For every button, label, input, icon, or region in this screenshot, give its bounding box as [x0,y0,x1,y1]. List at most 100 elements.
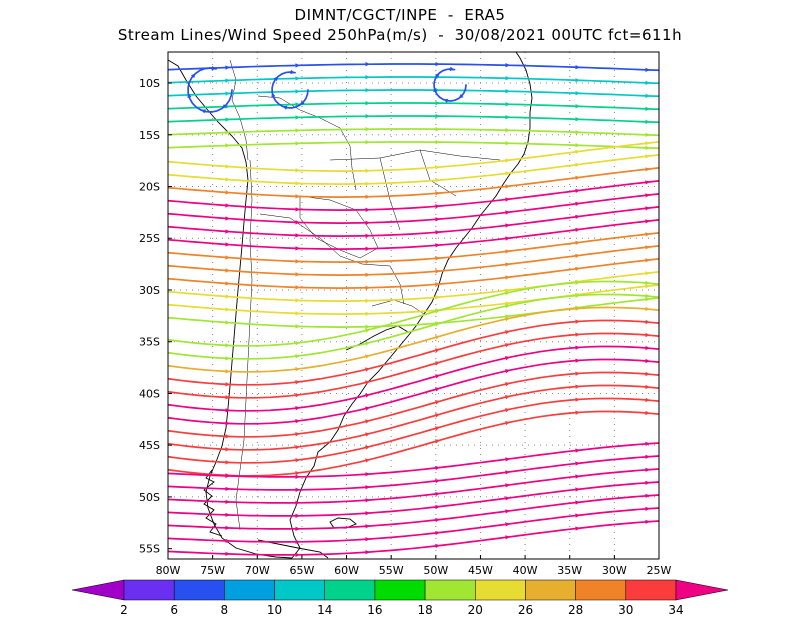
streamline-arrow [505,522,510,527]
colorbar-box [475,579,526,601]
streamline-arrow [295,458,300,463]
streamline-arrow [575,513,580,518]
streamline-arrow [225,242,230,247]
streamline-arrow [273,76,279,82]
streamline-arrow [295,298,300,303]
streamline-arrow [225,294,230,299]
streamline-arrow [435,178,440,183]
streamline [168,102,659,111]
streamline-arrow [225,434,230,439]
streamline-arrow [505,89,510,94]
border-paraguay [299,195,379,259]
streamline-arrow [505,509,510,514]
streamline-arrow [645,467,650,473]
streamline-arrow [505,457,510,462]
streamline-arrow [435,100,440,106]
lat-tick-label: 40S [139,387,160,400]
streamline-arrow [365,458,370,463]
streamline-arrow [365,432,370,437]
streamline [168,154,659,185]
streamline-arrow [505,262,510,267]
streamline [168,442,659,478]
streamline-arrow [365,367,370,372]
streamline [168,76,659,85]
streamline-arrow [575,266,580,272]
streamline-arrow [295,63,300,68]
streamline [168,520,659,556]
streamline-arrow [365,393,370,398]
colorbar [71,579,729,601]
colorbar-box [525,579,576,601]
lon-tick-label: 40W [513,564,538,577]
streamline-arrow [295,181,300,186]
streamline-arrow [225,421,230,426]
streamline-arrow [505,535,510,540]
streamline-arrow [225,408,230,413]
streamline-arrow [645,319,650,325]
streamline-arrow [575,78,580,83]
streamline-arrow [645,206,650,211]
streamline-arrow [225,255,230,260]
streamline-arrow [505,470,510,475]
streamline-arrow [645,441,650,447]
streamline-arrow [225,447,230,452]
streamline [168,397,659,464]
colorbar-tick-label: 6 [170,603,178,617]
streamline-arrow [645,332,650,338]
streamline-arrow [645,180,650,185]
streamline-arrow [295,354,300,359]
streamline-arrow [200,109,206,114]
streamline [168,494,659,530]
streamline-arrow [225,91,230,96]
map-background [168,52,659,559]
coastline-south-america-east [289,52,533,559]
colorbar-tick-label: 28 [568,603,583,617]
streamline-arrow [645,293,650,299]
streamline-arrow [645,345,650,351]
streamline-arrow [365,354,370,359]
colorbar-tick-label: 20 [468,603,483,617]
streamline [168,345,659,412]
lat-tick-label: 25S [139,232,160,245]
streamline-arrow [435,269,440,274]
lon-tick-label: 25W [647,564,672,577]
streamline-arrow [645,297,650,302]
streamline-arrow [435,543,440,549]
colorbar-box [324,579,376,601]
streamline-arrow [282,105,288,110]
streamline-arrow [365,233,370,238]
streamline-arrow [435,361,440,366]
lon-tick-label: 35W [557,564,582,577]
streamline-arrow [225,203,230,208]
streamline-arrow [505,356,510,361]
colorbar-tick-label: 34 [668,603,683,617]
streamline-arrow [575,280,580,285]
map-frame [167,51,660,560]
streamline-arrow [645,306,650,312]
streamline-arrow [295,246,300,251]
streamline-arrow [190,73,196,79]
streamline-arrow [505,317,510,322]
streamline-arrow [645,454,650,460]
streamline-arrow [575,358,580,363]
streamline-arrow [575,526,580,531]
streamline-arrow [435,478,440,484]
colorbar-tick-label: 30 [618,603,633,617]
streamline-arrow [645,358,650,364]
streamline-arrow [295,432,300,437]
streamline-arrow [435,256,440,261]
streamline-arrow [645,519,650,525]
streamline-arrow [505,421,510,426]
streamline-arrow [295,341,300,346]
streamline-arrow [575,201,580,207]
streamline-arrow [295,141,300,146]
streamline-arrow [435,139,440,145]
streamline-arrow [505,369,510,374]
streamline-arrow [225,281,230,286]
streamline [168,167,659,198]
lat-tick-label: 55S [139,543,160,556]
border-uruguay [371,299,425,315]
lon-tick-label: 55W [379,564,404,577]
lat-tick-label: 35S [139,336,160,349]
streamline-arrow [645,219,650,224]
